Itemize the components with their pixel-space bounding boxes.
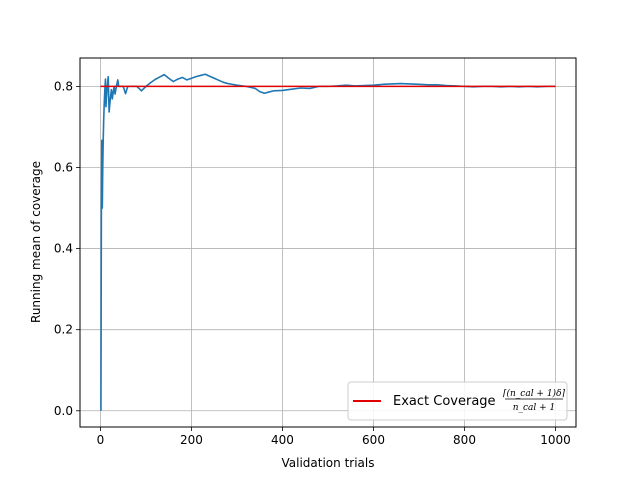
x-tick-label: 400 (271, 433, 294, 447)
y-tick-label: 0.6 (54, 160, 73, 174)
x-tick-label: 200 (180, 433, 203, 447)
y-axis-label: Running mean of coverage (29, 161, 43, 323)
legend-fraction-denominator: n_cal + 1 (513, 403, 556, 413)
series-layer (100, 73, 556, 411)
legend-frame (347, 381, 568, 421)
legend-label-exact-coverage: Exact Coverage (393, 394, 496, 409)
x-tick-label: 0 (97, 433, 105, 447)
y-tick-label: 0.0 (54, 404, 73, 418)
x-tick-label: 600 (362, 433, 385, 447)
legend: Exact Coverage ⌈(n_cal + 1)δ⌉ n_cal + 1 (347, 381, 568, 421)
series-running-mean-coverage-line (100, 73, 556, 411)
y-tick-label: 0.4 (54, 242, 73, 256)
plot-area-frame (79, 57, 577, 428)
x-axis-label: Validation trials (282, 456, 375, 470)
y-tick-label: 0.8 (54, 79, 73, 93)
x-tick-label: 1000 (540, 433, 571, 447)
y-tick-label: 0.2 (54, 323, 73, 337)
legend-fraction-numerator: ⌈(n_cal + 1)δ⌉ (503, 388, 566, 399)
ticks: 0 200 400 600 800 1000 0.0 0.2 0.4 0.6 0.8 (54, 79, 571, 447)
x-tick-label: 800 (453, 433, 476, 447)
